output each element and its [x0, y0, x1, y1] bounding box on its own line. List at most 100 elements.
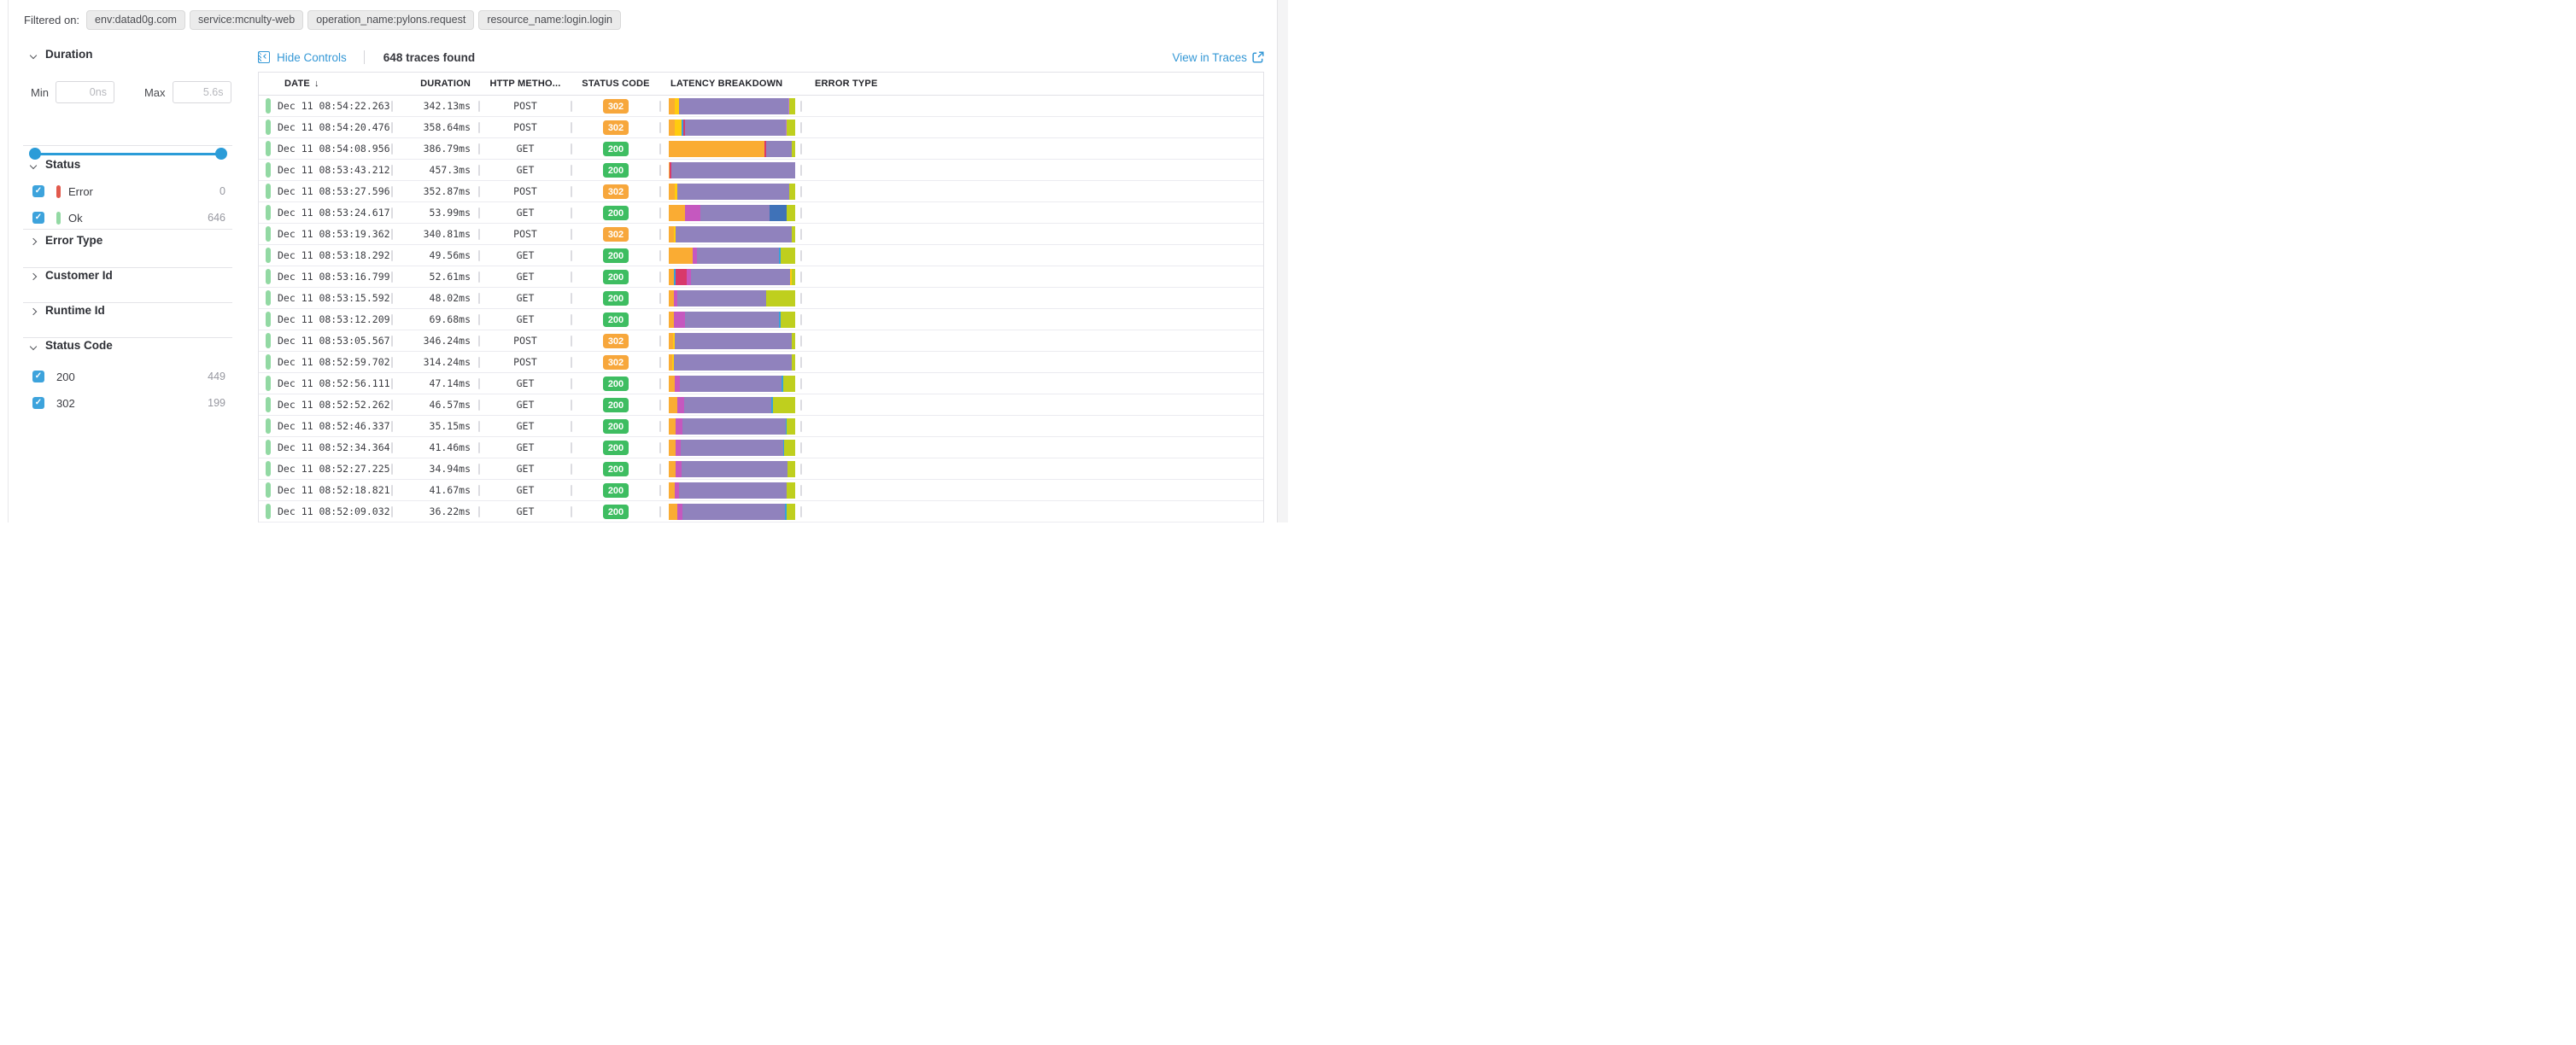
section-customer-id[interactable]: Customer Id [14, 269, 232, 282]
table-row[interactable]: Dec 11 08:54:22.263 342.13ms POST 302 [259, 96, 1263, 117]
table-row[interactable]: Dec 11 08:53:24.617 53.99ms GET 200 [259, 202, 1263, 224]
table-row[interactable]: Dec 11 08:54:08.956 386.79ms GET 200 [259, 138, 1263, 160]
cell-date: Dec 11 08:53:12.209 [259, 312, 392, 327]
status-code-badge: 302 [603, 227, 629, 242]
column-divider [478, 400, 480, 411]
status-code-badge: 200 [603, 291, 629, 306]
column-header-error-type[interactable]: ERROR TYPE [815, 79, 878, 89]
table-row[interactable]: Dec 11 08:52:59.702 314.24ms POST 302 [259, 352, 1263, 373]
latency-breakdown-bar[interactable] [669, 396, 795, 413]
latency-breakdown-bar[interactable] [669, 247, 795, 264]
facet-code-302[interactable]: ✓ 302 199 [14, 394, 232, 412]
duration-slider[interactable] [29, 148, 227, 160]
status-code-badge: 302 [603, 184, 629, 200]
latency-breakdown-bar[interactable] [669, 460, 795, 477]
table-row[interactable]: Dec 11 08:52:52.262 46.57ms GET 200 [259, 394, 1263, 416]
column-header-duration[interactable]: DURATION [420, 79, 471, 89]
trace-date: Dec 11 08:54:22.263 [278, 100, 390, 112]
section-error-type[interactable]: Error Type [14, 234, 232, 247]
 [29, 272, 38, 281]
latency-segment-skyblue [778, 311, 781, 328]
column-header-http-method[interactable]: HTTP METHO... [489, 79, 561, 89]
table-row[interactable]: Dec 11 08:52:18.821 41.67ms GET 200 [259, 480, 1263, 501]
duration-min-input[interactable] [55, 81, 114, 103]
column-header-date[interactable]: DATE ↓ [284, 79, 319, 89]
facet-status-ok[interactable]: ✓ Ok 646 [14, 209, 232, 226]
facet-label: Ok [68, 211, 83, 225]
latency-breakdown-bar[interactable] [669, 439, 795, 456]
filter-pill[interactable]: env:datad0g.com [86, 9, 185, 30]
latency-breakdown-bar[interactable] [669, 332, 795, 349]
filter-pill[interactable]: operation_name:pylons.request [307, 9, 475, 30]
cell-status-code: 200 [571, 141, 660, 157]
column-header-latency-breakdown[interactable]: LATENCY BREAKDOWN [670, 79, 783, 89]
status-code-badge: 200 [603, 377, 629, 392]
latency-breakdown-bar[interactable] [669, 97, 795, 114]
table-row[interactable]: Dec 11 08:52:27.225 34.94ms GET 200 [259, 458, 1263, 480]
checkbox-checked-icon[interactable]: ✓ [32, 212, 44, 224]
cell-http-method: GET [516, 143, 535, 155]
hide-controls-button[interactable]: Hide Controls [258, 51, 347, 64]
slider-handle-min[interactable] [29, 148, 41, 160]
latency-breakdown-bar[interactable] [669, 482, 795, 499]
latency-segment-magenta [687, 268, 691, 285]
table-row[interactable]: Dec 11 08:53:16.799 52.61ms GET 200 [259, 266, 1263, 288]
checkbox-checked-icon[interactable]: ✓ [32, 371, 44, 382]
section-status-code[interactable]: Status Code [14, 339, 232, 352]
latency-breakdown-bar[interactable] [669, 311, 795, 328]
view-in-traces-link[interactable]: View in Traces [1172, 51, 1264, 64]
latency-breakdown-bar[interactable] [669, 417, 795, 435]
cell-date: Dec 11 08:52:46.337 [259, 418, 392, 434]
cell-duration: 53.99ms [429, 207, 471, 219]
latency-breakdown-bar[interactable] [669, 204, 795, 221]
latency-breakdown-bar[interactable] [669, 119, 795, 136]
table-row[interactable]: Dec 11 08:52:34.364 41.46ms GET 200 [259, 437, 1263, 458]
table-row[interactable]: Dec 11 08:52:56.111 47.14ms GET 200 [259, 373, 1263, 394]
latency-segment-orange [669, 247, 694, 264]
slider-handle-max[interactable] [215, 148, 227, 160]
column-divider [800, 186, 802, 197]
latency-breakdown-bar[interactable] [669, 375, 795, 392]
latency-breakdown-bar[interactable] [669, 140, 795, 157]
table-row[interactable]: Dec 11 08:54:20.476 358.64ms POST 302 [259, 117, 1263, 138]
latency-segment-yellowgreen [792, 268, 795, 285]
section-status[interactable]: Status [14, 158, 232, 171]
column-divider [659, 485, 661, 496]
table-row[interactable]: Dec 11 08:52:46.337 35.15ms GET 200 [259, 416, 1263, 437]
table-row[interactable]: Dec 11 08:53:12.209 69.68ms GET 200 [259, 309, 1263, 330]
cell-duration: 52.61ms [429, 271, 471, 283]
section-title: Status Code [45, 339, 113, 352]
column-divider [478, 165, 480, 176]
table-row[interactable]: Dec 11 08:52:09.032 36.22ms GET 200 [259, 501, 1263, 522]
duration-max-input[interactable] [172, 81, 231, 103]
table-row[interactable]: Dec 11 08:53:15.592 48.02ms GET 200 [259, 288, 1263, 309]
cell-http-method: GET [516, 441, 535, 453]
latency-breakdown-bar[interactable] [669, 289, 795, 306]
column-header-status-code[interactable]: STATUS CODE [582, 79, 650, 89]
filter-pill[interactable]: resource_name:login.login [478, 9, 621, 30]
latency-breakdown-bar[interactable] [669, 353, 795, 371]
facet-status-error[interactable]: ✓ Error 0 [14, 183, 232, 200]
latency-breakdown-bar[interactable] [669, 161, 795, 178]
section-duration[interactable]: Duration [14, 48, 232, 61]
facet-code-200[interactable]: ✓ 200 449 [14, 368, 232, 385]
table-row[interactable]: Dec 11 08:53:19.362 340.81ms POST 302 [259, 224, 1263, 245]
table-row[interactable]: Dec 11 08:53:05.567 346.24ms POST 302 [259, 330, 1263, 352]
section-title: Runtime Id [45, 304, 105, 317]
column-divider [391, 207, 393, 219]
filter-pill[interactable]: service:mcnulty-web [189, 9, 304, 30]
latency-segment-orange [669, 503, 678, 520]
table-row[interactable]: Dec 11 08:53:18.292 49.56ms GET 200 [259, 245, 1263, 266]
checkbox-checked-icon[interactable]: ✓ [32, 397, 44, 409]
section-runtime-id[interactable]: Runtime Id [14, 304, 232, 317]
checkbox-checked-icon[interactable]: ✓ [32, 185, 44, 197]
latency-segment-purple [677, 183, 790, 200]
latency-breakdown-bar[interactable] [669, 225, 795, 242]
table-row[interactable]: Dec 11 08:53:43.212 457.3ms GET 200 [259, 160, 1263, 181]
latency-breakdown-bar[interactable] [669, 268, 795, 285]
latency-segment-skyblue [782, 375, 784, 392]
table-row[interactable]: Dec 11 08:53:27.596 352.87ms POST 302 [259, 181, 1263, 202]
cell-latency-breakdown [660, 311, 801, 328]
latency-breakdown-bar[interactable] [669, 183, 795, 200]
latency-breakdown-bar[interactable] [669, 503, 795, 520]
